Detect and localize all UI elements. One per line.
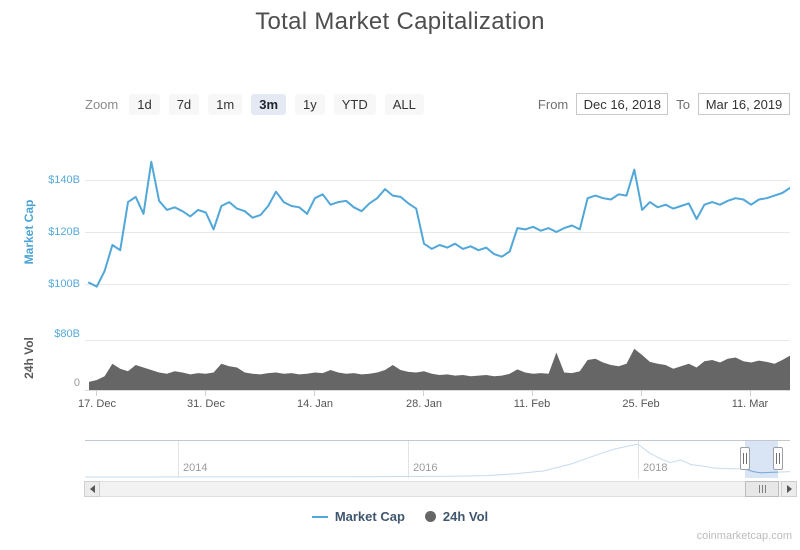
gridline-140b <box>85 180 790 181</box>
zoom-toolbar: Zoom 1d 7d 1m 3m 1y YTD ALL <box>85 92 424 116</box>
x-axis-tick <box>750 390 751 396</box>
x-axis-label: 28. Jan <box>405 398 443 410</box>
x-axis-label: 31. Dec <box>187 398 225 410</box>
scrollbar-right-button[interactable] <box>781 481 797 497</box>
navigator-year-label: 2016 <box>413 462 438 474</box>
page-title: Total Market Capitalization <box>255 8 545 35</box>
gridline-120b <box>85 232 790 233</box>
grip-icon <box>761 485 763 493</box>
navigator-handle-left[interactable] <box>740 447 750 470</box>
from-date-input[interactable] <box>576 93 669 115</box>
date-range-controls: From To <box>538 92 790 116</box>
x-axis-label: 11. Feb <box>513 398 551 410</box>
navigator-year-label: 2014 <box>183 462 208 474</box>
legend-label: 24h Vol <box>442 509 489 524</box>
x-axis-label: 25. Feb <box>622 398 660 410</box>
x-axis-tick <box>314 390 315 396</box>
to-label: To <box>676 96 690 112</box>
gridline-80b-vol <box>85 340 790 341</box>
y-axis-label-120b: $120B <box>48 226 80 238</box>
from-label: From <box>537 96 569 112</box>
y-axis-label-0-vol: 0 <box>73 377 80 389</box>
dot-symbol-icon <box>424 511 436 522</box>
x-axis-line <box>85 390 790 391</box>
zoom-button-1d[interactable]: 1d <box>129 93 160 115</box>
scrollbar-track[interactable] <box>84 481 797 497</box>
to-date-input[interactable] <box>698 93 790 115</box>
x-axis-label: 17. Dec <box>78 398 116 410</box>
navigator-series[interactable] <box>85 440 790 478</box>
market-cap-chart[interactable] <box>85 152 790 312</box>
line-symbol-icon <box>311 515 328 518</box>
left-arrow-icon <box>89 485 95 493</box>
y-axis-label-140b: $140B <box>48 174 80 186</box>
legend-item-24h-vol[interactable]: 24h Vol <box>424 509 489 524</box>
volume-chart[interactable] <box>85 332 790 391</box>
scrollbar-thumb[interactable] <box>745 481 779 497</box>
legend-label: Market Cap <box>334 509 405 524</box>
zoom-button-all[interactable]: ALL <box>384 93 424 115</box>
legend-item-market-cap[interactable]: Market Cap <box>311 509 405 524</box>
navigator-gridline <box>408 441 409 478</box>
x-axis-tick <box>532 390 533 396</box>
navigator-gridline <box>638 441 639 478</box>
navigator-handle-right[interactable] <box>773 447 783 470</box>
x-axis-label: 14. Jan <box>296 398 334 410</box>
navigator-outline <box>85 440 790 441</box>
y-axis-label-80b-vol: $80B <box>54 328 80 340</box>
y-axis-title-24h-vol: 24h Vol <box>22 337 36 379</box>
y-axis-title-market-cap: Market Cap <box>22 199 36 265</box>
x-axis-tick <box>205 390 206 396</box>
zoom-button-1y[interactable]: 1y <box>295 93 325 115</box>
zoom-button-7d[interactable]: 7d <box>168 93 200 115</box>
right-arrow-icon <box>786 485 792 493</box>
y-axis-label-100b: $100B <box>48 278 80 290</box>
x-axis-tick <box>423 390 424 396</box>
zoom-label: Zoom <box>85 96 119 112</box>
gridline-100b <box>85 284 790 285</box>
navigator-year-label: 2018 <box>643 462 668 474</box>
x-axis-tick <box>96 390 97 396</box>
scrollbar-left-button[interactable] <box>84 481 100 497</box>
navigator-selected-range[interactable] <box>745 441 778 478</box>
navigator-gridline <box>178 441 179 478</box>
zoom-button-ytd[interactable]: YTD <box>333 93 376 115</box>
x-axis-label: 11. Mar <box>731 398 769 410</box>
chart-legend: Market Cap 24h Vol <box>0 509 800 524</box>
zoom-button-3m[interactable]: 3m <box>251 93 287 115</box>
zoom-button-1m[interactable]: 1m <box>208 93 243 115</box>
watermark-text: coinmarketcap.com <box>696 530 792 542</box>
x-axis-tick <box>641 390 642 396</box>
